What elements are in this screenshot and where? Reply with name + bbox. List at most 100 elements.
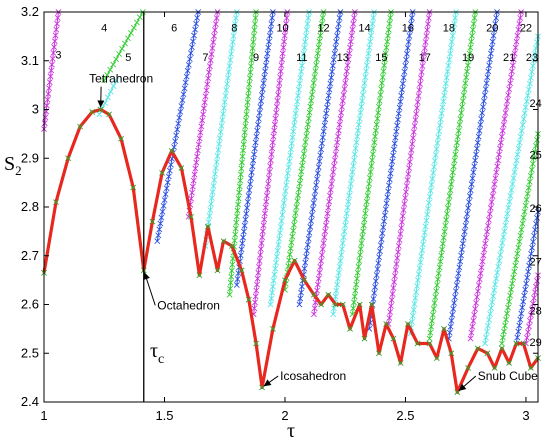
branch-marker	[324, 104, 330, 111]
branch-marker	[472, 306, 479, 312]
branch-marker	[191, 171, 198, 178]
branch-marker	[258, 98, 265, 104]
y-axis-label-subscript: 2	[15, 163, 22, 178]
branch-marker	[383, 200, 390, 207]
branch-marker	[335, 275, 341, 282]
branch-marker	[509, 280, 516, 287]
branch-marker	[302, 139, 309, 145]
branch-marker	[173, 132, 180, 139]
annotation-arrow-head	[458, 383, 467, 391]
branch-marker	[277, 68, 284, 75]
branch-marker	[189, 183, 196, 190]
envelope-marker	[106, 111, 112, 118]
branch-marker	[372, 284, 378, 290]
branch-marker	[349, 169, 356, 175]
branch-label-12: 12	[317, 23, 329, 35]
envelope-marker	[77, 123, 84, 130]
branch-marker	[172, 138, 179, 145]
branch-marker	[347, 186, 353, 193]
branch-marker	[236, 183, 243, 190]
branch-marker	[278, 218, 285, 224]
envelope-marker	[214, 267, 221, 274]
annotations: Tetrahedron Octahedron Icosahedron Snub Cub…	[89, 72, 538, 392]
x-tick-label: 1	[40, 408, 47, 423]
branch-marker	[453, 282, 460, 289]
branch-marker	[366, 44, 373, 51]
branch-marker	[246, 81, 253, 88]
branch-marker	[267, 301, 274, 308]
branch-marker	[334, 139, 341, 146]
branch-marker	[291, 122, 298, 129]
branch-marker	[309, 85, 316, 92]
branch-marker	[220, 111, 227, 117]
branch-marker	[445, 62, 452, 69]
branch-marker	[389, 158, 396, 165]
branch-line	[448, 11, 498, 339]
branch-marker	[464, 210, 471, 217]
branch-marker	[471, 311, 478, 318]
branch-marker	[424, 27, 431, 33]
branch-marker	[279, 50, 286, 57]
annotation-arrow-head	[97, 100, 105, 108]
envelope-marker	[53, 199, 59, 206]
branch-marker	[378, 86, 385, 92]
branch-marker	[294, 98, 301, 105]
branch-marker	[469, 26, 476, 33]
branch-marker	[186, 56, 193, 62]
annotation-arrow-head	[143, 272, 150, 281]
branch-marker	[291, 216, 298, 222]
branch-marker	[418, 69, 425, 75]
branch-marker	[269, 283, 276, 290]
branch-marker	[242, 117, 249, 124]
branch-line	[204, 11, 238, 247]
branch-marker	[333, 38, 340, 45]
branch-marker	[434, 276, 441, 283]
branch-marker	[510, 274, 517, 281]
branch-marker	[489, 38, 496, 45]
branch-marker	[320, 128, 327, 135]
branch-marker	[192, 165, 199, 172]
branch-marker	[415, 93, 422, 99]
branch-marker	[525, 268, 532, 275]
branch-marker	[302, 38, 309, 45]
branch-marker	[229, 261, 236, 268]
envelope-marker	[397, 360, 404, 366]
branch-label-26: 26	[529, 203, 541, 215]
branch-marker	[490, 293, 497, 300]
branch-marker	[320, 240, 327, 247]
envelope-marker	[361, 335, 368, 342]
branch-marker	[249, 163, 256, 170]
branch-marker	[395, 243, 402, 249]
branch-marker	[183, 73, 190, 80]
branch-marker	[512, 262, 519, 269]
branch-marker	[345, 198, 352, 205]
branch-marker	[466, 199, 472, 205]
branch-marker	[520, 214, 527, 221]
branch-marker	[486, 210, 493, 217]
branch-marker	[347, 44, 353, 51]
branch-marker	[203, 87, 210, 94]
branch-marker	[367, 169, 374, 175]
branch-marker	[161, 197, 168, 203]
branch-marker	[260, 80, 267, 87]
branch-marker	[307, 223, 314, 230]
branch-marker	[371, 290, 378, 296]
branch-marker	[193, 20, 200, 27]
branch-marker	[116, 51, 122, 57]
branch-marker	[439, 240, 446, 247]
branch-marker	[373, 121, 380, 128]
branch-marker	[339, 97, 346, 104]
branch-marker	[463, 74, 470, 81]
branch-marker	[352, 287, 359, 294]
branch-marker	[436, 264, 443, 271]
branch-marker	[497, 251, 504, 258]
branch-marker	[235, 201, 241, 208]
branch-marker	[421, 229, 428, 236]
branch-marker	[305, 115, 312, 122]
branch-marker	[350, 20, 357, 27]
branch-marker	[262, 68, 268, 75]
branch-marker	[253, 133, 260, 140]
branch-marker	[297, 74, 304, 81]
branch-marker	[338, 109, 345, 116]
branch-marker	[245, 193, 252, 199]
